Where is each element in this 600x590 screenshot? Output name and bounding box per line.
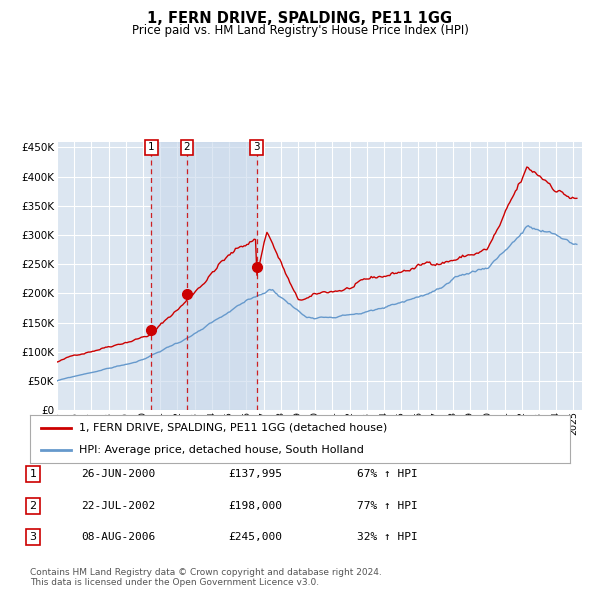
Text: 1: 1 xyxy=(29,470,37,479)
Text: 22-JUL-2002: 22-JUL-2002 xyxy=(81,501,155,510)
Text: 32% ↑ HPI: 32% ↑ HPI xyxy=(357,532,418,542)
Text: £245,000: £245,000 xyxy=(228,532,282,542)
Text: HPI: Average price, detached house, South Holland: HPI: Average price, detached house, Sout… xyxy=(79,445,364,455)
Text: 67% ↑ HPI: 67% ↑ HPI xyxy=(357,470,418,479)
Text: 77% ↑ HPI: 77% ↑ HPI xyxy=(357,501,418,510)
Text: Price paid vs. HM Land Registry's House Price Index (HPI): Price paid vs. HM Land Registry's House … xyxy=(131,24,469,37)
Text: 2: 2 xyxy=(184,142,190,152)
Text: 3: 3 xyxy=(253,142,260,152)
Text: 1: 1 xyxy=(148,142,155,152)
Text: 1, FERN DRIVE, SPALDING, PE11 1GG (detached house): 1, FERN DRIVE, SPALDING, PE11 1GG (detac… xyxy=(79,423,387,433)
Text: 26-JUN-2000: 26-JUN-2000 xyxy=(81,470,155,479)
Text: 2: 2 xyxy=(29,501,37,510)
Text: £137,995: £137,995 xyxy=(228,470,282,479)
Bar xyxy=(187,142,257,410)
Text: Contains HM Land Registry data © Crown copyright and database right 2024.
This d: Contains HM Land Registry data © Crown c… xyxy=(30,568,382,587)
Text: 1, FERN DRIVE, SPALDING, PE11 1GG: 1, FERN DRIVE, SPALDING, PE11 1GG xyxy=(148,11,452,25)
Text: 08-AUG-2006: 08-AUG-2006 xyxy=(81,532,155,542)
Bar xyxy=(151,142,187,410)
Text: £198,000: £198,000 xyxy=(228,501,282,510)
Text: 3: 3 xyxy=(29,532,37,542)
